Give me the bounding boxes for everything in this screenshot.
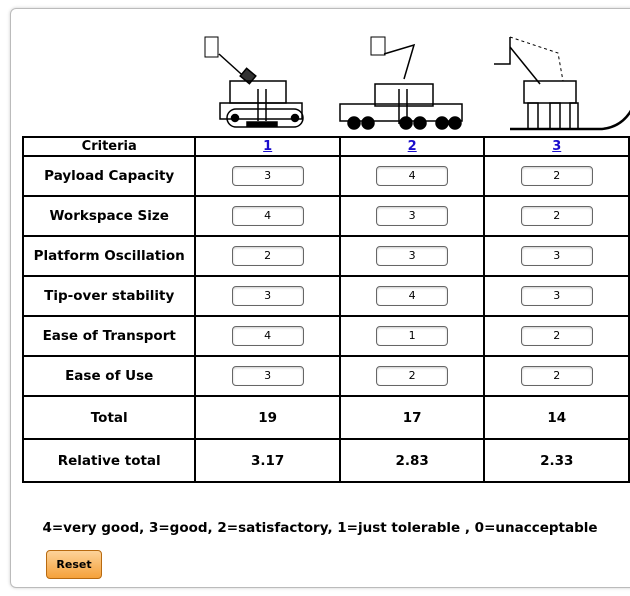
score-cell: 3 — [483, 235, 630, 277]
criterion-label: Ease of Transport — [21, 315, 197, 357]
score-cell: 1 — [338, 315, 486, 357]
score-cell: 3 — [338, 195, 486, 237]
option-link[interactable]: 1 — [263, 139, 273, 154]
relative-value: 2.33 — [483, 438, 630, 483]
frame — [10, 8, 630, 588]
score-input[interactable]: 1 — [376, 326, 449, 346]
relative-row: Relative total 3.17 2.83 2.33 — [21, 438, 630, 483]
criterion-row: Ease of Use 3 2 2 — [21, 355, 630, 397]
criterion-label: Tip-over stability — [21, 275, 197, 317]
score-cell: 3 — [194, 275, 341, 317]
header-cell: 3 — [483, 136, 630, 157]
score-cell: 4 — [338, 155, 486, 197]
score-cell: 2 — [194, 235, 341, 277]
relative-value: 2.83 — [338, 438, 486, 483]
score-table: Criteria 1 2 3 Payload Capacity 3 4 2 Worksp… — [21, 136, 630, 483]
score-cell: 2 — [483, 155, 630, 197]
header-row: Criteria 1 2 3 — [21, 136, 630, 157]
total-value: 14 — [483, 395, 630, 440]
total-label: Total — [21, 395, 197, 440]
legend: 4=very good, 3=good, 2=satisfactory, 1=j… — [42, 520, 598, 536]
score-input[interactable]: 3 — [231, 286, 304, 306]
relative-label: Relative total — [21, 438, 197, 483]
score-cell: 2 — [483, 315, 630, 357]
score-cell: 3 — [194, 355, 341, 397]
reset-button[interactable]: Reset — [46, 550, 102, 579]
criterion-label: Ease of Use — [21, 355, 197, 397]
score-cell: 2 — [483, 195, 630, 237]
sketch-2 — [339, 36, 463, 130]
score-input[interactable]: 2 — [520, 326, 593, 346]
score-input[interactable]: 2 — [520, 166, 593, 186]
score-input[interactable]: 4 — [376, 286, 449, 306]
score-input[interactable]: 4 — [376, 166, 449, 186]
score-input[interactable]: 3 — [231, 366, 304, 386]
total-value: 19 — [194, 395, 341, 440]
score-input[interactable]: 2 — [520, 206, 593, 226]
score-cell: 2 — [483, 355, 630, 397]
vehicle-sketches — [204, 36, 630, 131]
score-cell: 3 — [483, 275, 630, 317]
score-cell: 4 — [194, 195, 341, 237]
relative-value: 3.17 — [194, 438, 341, 483]
criterion-row: Platform Oscillation 2 3 3 — [21, 235, 630, 277]
criterion-row: Ease of Transport 4 1 2 — [21, 315, 630, 357]
criterion-label: Platform Oscillation — [21, 235, 197, 277]
sketch-1 — [204, 36, 304, 128]
criterion-row: Workspace Size 4 3 2 — [21, 195, 630, 237]
score-input[interactable]: 3 — [231, 166, 304, 186]
table-body: Criteria 1 2 3 Payload Capacity 3 4 2 Worksp… — [21, 136, 630, 483]
score-input[interactable]: 2 — [376, 366, 449, 386]
score-cell: 3 — [194, 155, 341, 197]
score-input[interactable]: 3 — [376, 206, 449, 226]
option-link[interactable]: 3 — [552, 139, 562, 154]
score-input[interactable]: 3 — [376, 246, 449, 266]
score-input[interactable]: 3 — [520, 286, 593, 306]
score-cell: 3 — [338, 235, 486, 277]
total-row: Total 19 17 14 — [21, 395, 630, 440]
criterion-row: Payload Capacity 3 4 2 — [21, 155, 630, 197]
option-link[interactable]: 2 — [407, 139, 417, 154]
header-cell: 1 — [194, 136, 341, 157]
criterion-label: Workspace Size — [21, 195, 197, 237]
sketch-3 — [494, 36, 630, 131]
score-input[interactable]: 3 — [520, 246, 593, 266]
criterion-row: Tip-over stability 3 4 3 — [21, 275, 630, 317]
score-cell: 4 — [194, 315, 341, 357]
header-cell: Criteria — [21, 136, 197, 157]
score-input[interactable]: 2 — [231, 246, 304, 266]
score-cell: 2 — [338, 355, 486, 397]
score-input[interactable]: 4 — [231, 206, 304, 226]
total-value: 17 — [338, 395, 486, 440]
score-cell: 4 — [338, 275, 486, 317]
score-input[interactable]: 4 — [231, 326, 304, 346]
score-input[interactable]: 2 — [520, 366, 593, 386]
header-cell: 2 — [338, 136, 486, 157]
criterion-label: Payload Capacity — [21, 155, 197, 197]
